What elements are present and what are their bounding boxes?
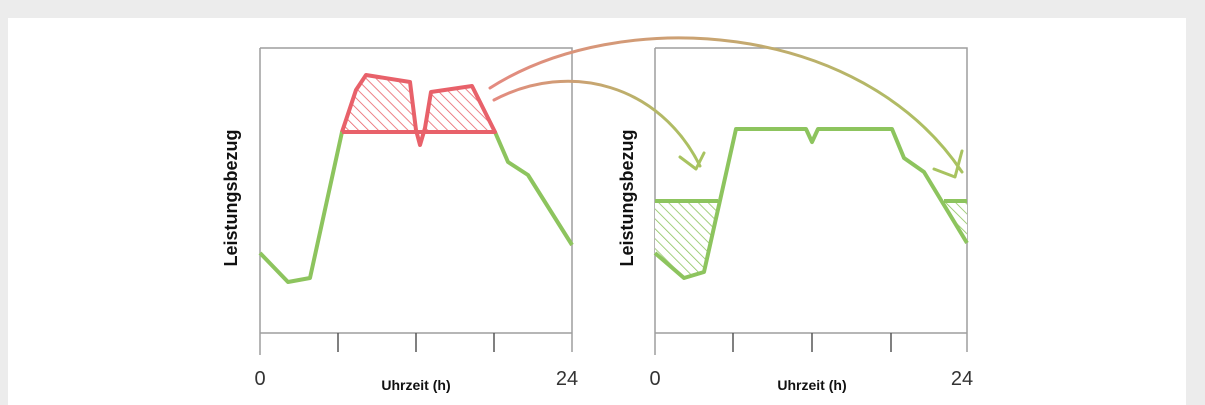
shift-arrow-outer <box>488 36 964 174</box>
left-x-start: 0 <box>254 368 265 390</box>
left-peak-area <box>342 75 495 145</box>
right-valley-fill-morning <box>655 201 718 278</box>
right-x-ticks <box>732 333 892 352</box>
left-peak-outline <box>340 73 497 147</box>
left-x-label: Uhrzeit (h) <box>381 377 450 393</box>
diagram-card <box>8 18 1186 405</box>
left-load-curve <box>258 130 574 284</box>
left-x-end: 24 <box>556 368 578 390</box>
right-panel: Leistungsbezug Uhrzeit (h) 0 24 <box>617 47 973 393</box>
shift-arrow-outer-head-icon <box>932 149 964 179</box>
shift-arrow-inner <box>492 79 702 168</box>
right-x-end: 24 <box>951 368 973 390</box>
left-x-ticks <box>337 333 495 352</box>
right-load-curve <box>653 127 969 280</box>
right-x-start: 0 <box>649 368 660 390</box>
left-y-label: Leistungsbezug <box>221 129 241 266</box>
right-x-label: Uhrzeit (h) <box>777 377 846 393</box>
left-panel: Leistungsbezug Uhrzeit (h) 0 24 <box>221 47 578 393</box>
right-frame <box>655 47 968 352</box>
left-frame <box>260 47 573 352</box>
right-y-label: Leistungsbezug <box>617 129 637 266</box>
shift-arrows <box>488 36 964 179</box>
shift-arrow-inner-head-icon <box>678 151 706 171</box>
